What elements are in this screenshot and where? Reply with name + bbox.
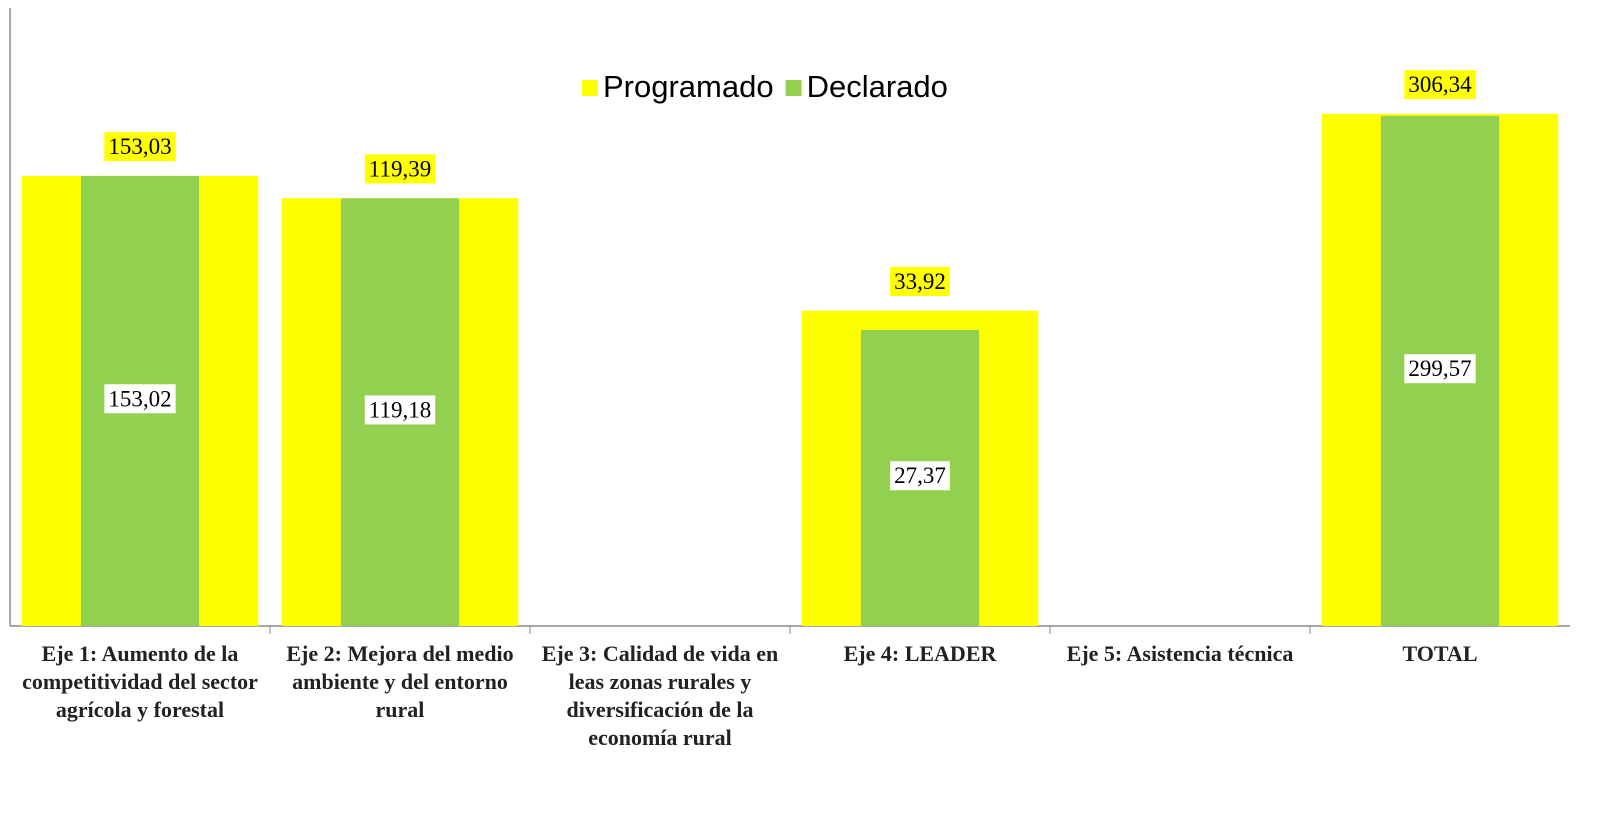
value-label: 153,02 [108, 386, 171, 411]
x-tick-label: Eje 2: Mejora del medio ambiente y del e… [286, 641, 514, 722]
value-label: 153,03 [108, 134, 171, 159]
x-tick-label: Eje 3: Calidad de vida en leas zonas rur… [541, 641, 779, 750]
value-label-bg [890, 461, 950, 491]
legend-label: Declarado [807, 69, 948, 104]
value-label-bg [1404, 70, 1477, 100]
x-tick-label: Eje 5: Asistencia técnica [1066, 641, 1294, 666]
value-label-bg [104, 384, 176, 414]
legend-swatch [582, 80, 598, 96]
value-label: 119,18 [369, 397, 431, 422]
value-label-bg [890, 267, 950, 297]
value-label: 33,92 [894, 269, 946, 294]
legend-label: Programado [603, 69, 774, 104]
x-tick-label: Eje 1: Aumento de la competitividad del … [22, 641, 258, 722]
value-label: 27,37 [894, 463, 946, 488]
value-label-bg [1404, 354, 1476, 384]
x-tick-label: TOTAL [1402, 641, 1478, 666]
value-label-bg [364, 395, 436, 425]
x-tick-label: Eje 4: LEADER [843, 641, 997, 666]
value-label: 119,39 [369, 156, 431, 181]
value-label-bg [364, 154, 436, 184]
legend-swatch [785, 80, 802, 96]
value-label-bg [104, 132, 176, 162]
value-label: 299,57 [1408, 356, 1471, 381]
value-label: 306,34 [1408, 72, 1472, 97]
